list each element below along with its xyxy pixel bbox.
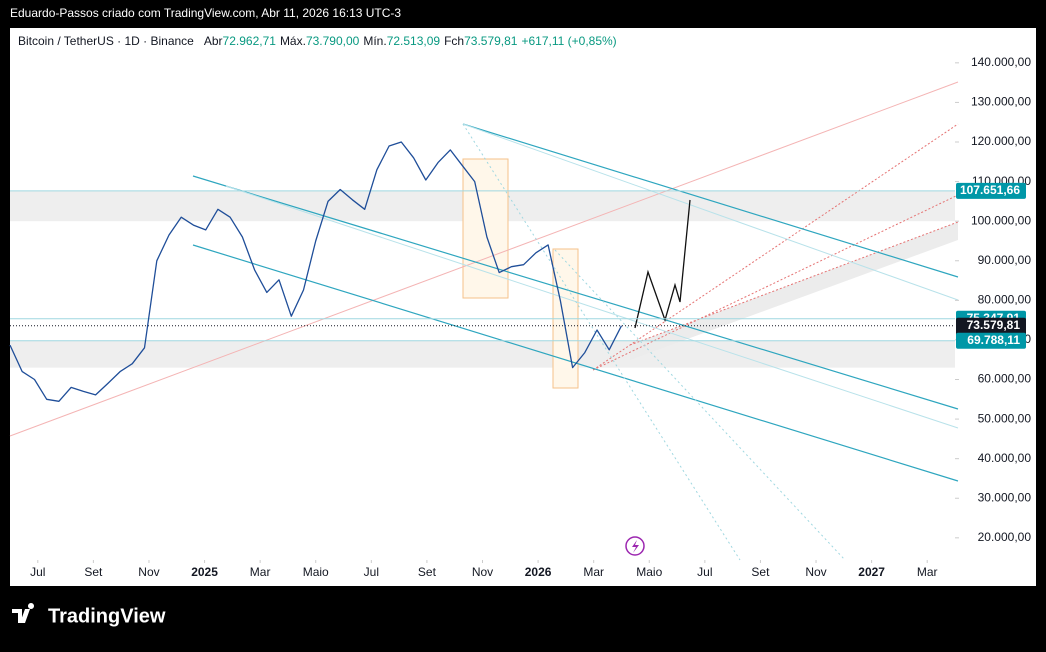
y-tick-label: 130.000,00 — [971, 95, 1031, 109]
y-tick-label: 80.000,00 — [978, 293, 1032, 307]
x-tick-label: Set — [84, 565, 103, 579]
price-line — [9, 141, 623, 402]
x-tick-label: Maio — [303, 565, 329, 579]
projection — [634, 199, 691, 329]
channel-line — [462, 123, 959, 301]
y-tick-label: 90.000,00 — [978, 253, 1032, 267]
legend-field-value: 73.579,81 — [464, 34, 518, 48]
x-tick-label: Nov — [138, 565, 159, 579]
x-tick-label: 2027 — [858, 565, 885, 579]
x-tick-label: Jul — [30, 565, 45, 579]
y-tick-label: 60.000,00 — [978, 372, 1032, 386]
drawings — [9, 81, 959, 561]
price-label-box — [956, 332, 1026, 349]
event-icon-bolt — [632, 540, 639, 553]
y-tick-label: 100.000,00 — [971, 213, 1031, 227]
x-tick-label: Maio — [636, 565, 662, 579]
x-tick-label: Mar — [583, 565, 604, 579]
x-tick-label: Mar — [917, 565, 938, 579]
legend-field-value: 73.790,00 — [306, 34, 360, 48]
legend-field-value: 72.513,09 — [387, 34, 441, 48]
channel-line — [192, 244, 959, 482]
fan-line — [462, 123, 741, 561]
y-tick-label: 140.000,00 — [971, 55, 1031, 69]
zone — [10, 340, 955, 368]
x-tick-label: Mar — [250, 565, 271, 579]
trend-line — [592, 123, 959, 371]
x-tick-label: Set — [751, 565, 770, 579]
x-tick-label: Set — [418, 565, 437, 579]
x-tick-label: Nov — [805, 565, 826, 579]
legend-field-label: Fch — [444, 34, 464, 48]
price-label: 107.651,66 — [960, 183, 1020, 197]
x-tick-label: 2026 — [525, 565, 552, 579]
price-label: 69.788,11 — [967, 333, 1020, 347]
y-tick-label: 40.000,00 — [978, 451, 1032, 465]
x-tick-label: Jul — [697, 565, 712, 579]
legend: Bitcoin / TetherUS · 1D · Binance Abr72.9… — [18, 34, 617, 48]
header-text: Eduardo-Passos criado com TradingView.co… — [10, 6, 401, 20]
trend-line — [592, 194, 959, 371]
legend-field-label: Mín. — [363, 34, 386, 48]
price-label: 73.579,81 — [967, 318, 1021, 332]
y-tick-label: 20.000,00 — [978, 530, 1032, 544]
y-tick-label: 50.000,00 — [978, 411, 1032, 425]
x-tick-label: 2025 — [191, 565, 218, 579]
channel-line — [225, 185, 959, 429]
x-tick-label: Nov — [472, 565, 493, 579]
channel-line — [192, 175, 959, 410]
legend-field-value: 72.962,71 — [223, 34, 277, 48]
logo: TradingView — [48, 605, 166, 627]
trend-line — [9, 81, 959, 437]
y-tick-label: 120.000,00 — [971, 134, 1031, 148]
legend-field-label: Máx. — [280, 34, 306, 48]
y-tick-label: 30.000,00 — [978, 490, 1032, 504]
logo-icon — [12, 603, 35, 623]
legend-change: +617,11 (+0,85%) — [521, 34, 616, 48]
channel-line — [462, 123, 959, 278]
box — [462, 158, 509, 299]
price-label-box — [956, 182, 1026, 199]
legend-field-label: Abr — [204, 34, 223, 48]
chart-panel — [10, 28, 1036, 586]
fan-line — [554, 249, 846, 561]
x-tick-label: Jul — [364, 565, 379, 579]
legend-symbol: Bitcoin / TetherUS · 1D · Binance — [18, 34, 194, 48]
